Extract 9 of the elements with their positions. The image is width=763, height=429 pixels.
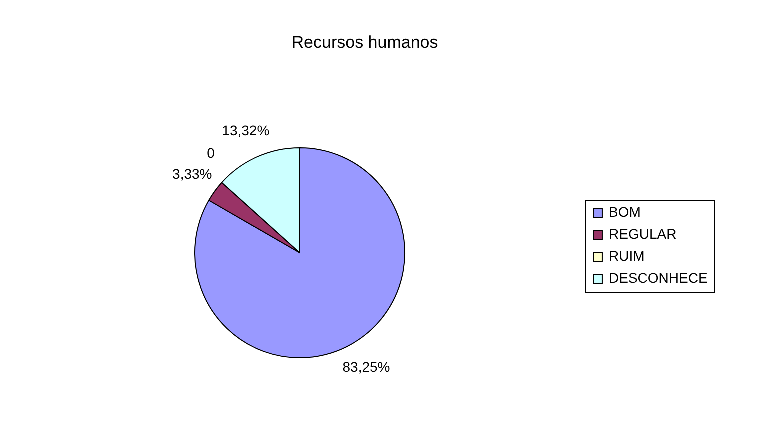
legend-label: REGULAR bbox=[609, 226, 677, 242]
data-label: 13,32% bbox=[222, 122, 270, 138]
data-label: 83,25% bbox=[342, 359, 390, 376]
legend-label: RUIM bbox=[609, 248, 645, 264]
data-label: 3,33% bbox=[172, 166, 212, 182]
text: 0 bbox=[207, 145, 215, 162]
legend-label: BOM bbox=[609, 204, 641, 220]
chart-title: Recursos humanos bbox=[292, 33, 438, 52]
legend-label: DESCONHECE bbox=[609, 270, 708, 286]
